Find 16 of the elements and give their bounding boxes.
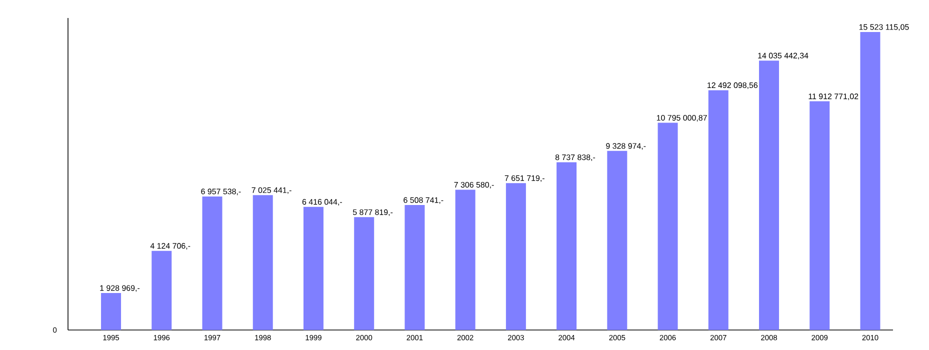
bar — [708, 90, 728, 330]
bar — [303, 206, 324, 330]
bar — [860, 32, 880, 330]
bar — [810, 101, 830, 330]
bar — [607, 150, 628, 330]
bar — [101, 292, 122, 330]
bar — [202, 196, 222, 330]
bar — [404, 205, 425, 330]
bar — [506, 183, 526, 330]
bar — [152, 250, 172, 330]
bar — [354, 217, 374, 330]
bar — [252, 195, 273, 330]
bar — [759, 60, 780, 330]
bar — [556, 162, 577, 330]
bar — [455, 190, 476, 330]
bar — [658, 122, 678, 330]
